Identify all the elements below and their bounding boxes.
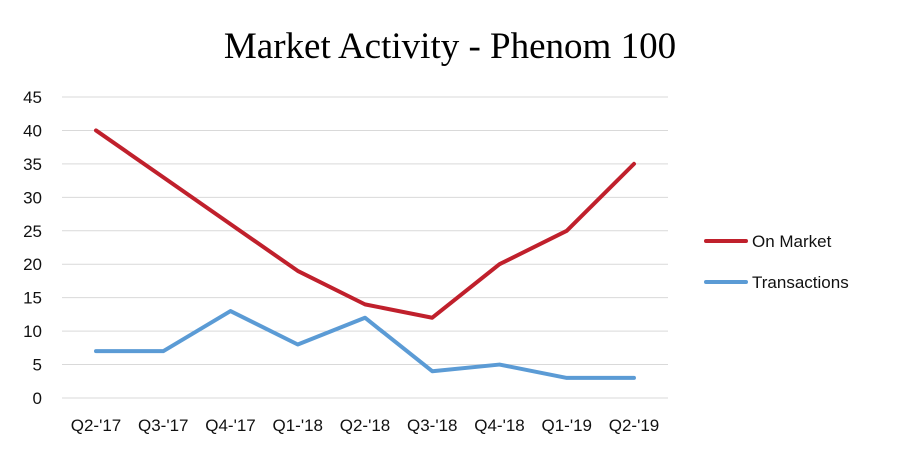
y-tick-label: 25 xyxy=(23,222,42,241)
x-tick-label: Q1-'18 xyxy=(273,416,324,435)
chart-title: Market Activity - Phenom 100 xyxy=(224,26,676,67)
y-tick-label: 45 xyxy=(23,88,42,107)
y-tick-label: 20 xyxy=(23,255,42,274)
series-line-transactions xyxy=(94,309,636,380)
x-tick-label: Q2-'19 xyxy=(609,416,660,435)
x-tick-label: Q1-'19 xyxy=(542,416,593,435)
legend: On Market Transactions xyxy=(704,232,849,292)
y-tick-label: 35 xyxy=(23,155,42,174)
x-tick-label: Q2-'18 xyxy=(340,416,391,435)
x-tick-label: Q2-'17 xyxy=(71,416,122,435)
x-tick-label: Q3-'18 xyxy=(407,416,458,435)
x-tick-label: Q4-'18 xyxy=(474,416,525,435)
series-line-on-market xyxy=(94,128,636,320)
y-tick-label: 5 xyxy=(33,356,42,375)
series-lines xyxy=(94,128,636,380)
x-tick-label: Q4-'17 xyxy=(205,416,256,435)
y-tick-label: 0 xyxy=(33,389,42,408)
legend-label-on-market: On Market xyxy=(752,232,832,251)
y-tick-label: 40 xyxy=(23,121,42,140)
y-tick-label: 30 xyxy=(23,188,42,207)
y-axis-ticks: 0 5 10 15 20 25 30 35 40 45 xyxy=(23,88,42,408)
y-tick-label: 10 xyxy=(23,322,42,341)
x-tick-label: Q3-'17 xyxy=(138,416,189,435)
x-axis-ticks: Q2-'17 Q3-'17 Q4-'17 Q1-'18 Q2-'18 Q3-'18 Q4-'… xyxy=(71,416,660,435)
y-tick-label: 15 xyxy=(23,289,42,308)
gridlines xyxy=(62,96,668,399)
legend-label-transactions: Transactions xyxy=(752,273,849,292)
